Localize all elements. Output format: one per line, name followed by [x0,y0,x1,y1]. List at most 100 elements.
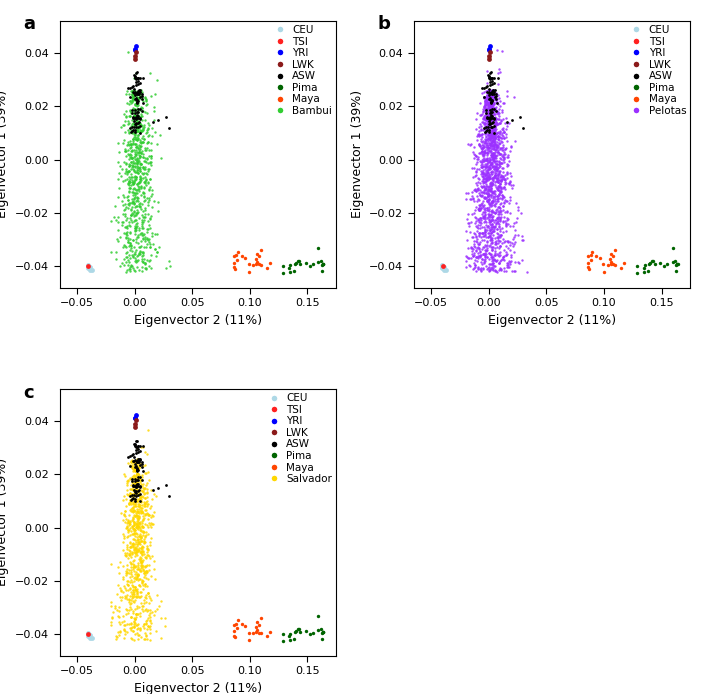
Point [486,185,497,196]
Point [248,628,259,639]
Point [486,205,498,217]
Point [484,181,495,192]
Point [134,461,145,472]
Point [133,489,144,500]
Point [493,171,504,182]
Point [128,457,139,468]
Point [487,135,498,146]
Point [125,523,136,534]
Point [125,163,137,174]
Point [125,564,137,575]
Point [486,103,498,115]
Point [484,119,496,130]
Point [474,205,485,216]
Point [135,598,147,609]
Point [136,560,147,571]
Point [486,90,498,101]
Point [130,611,142,623]
Point [126,450,137,461]
Point [492,144,503,155]
Point [127,576,138,587]
Point [120,203,131,214]
Point [140,508,151,519]
Point [146,500,157,511]
Point [475,266,486,277]
Point [488,262,499,273]
Point [484,117,495,128]
Point [486,140,498,151]
Point [128,626,139,637]
Point [120,146,131,157]
Point [132,196,143,207]
Point [130,455,141,466]
Point [494,251,505,262]
Point [486,199,498,210]
Point [130,534,141,545]
Point [144,502,156,514]
Point [137,515,148,526]
Point [473,128,484,139]
Point [132,129,144,140]
Point [316,265,327,276]
Point [485,183,496,194]
Point [138,441,149,452]
Point [132,441,143,452]
Point [479,99,491,110]
Point [120,143,131,154]
Point [129,440,140,451]
Point [489,164,500,175]
Point [482,124,493,135]
Point [479,94,491,105]
Point [142,136,154,147]
Point [470,150,482,161]
Point [486,110,498,121]
Point [489,127,500,138]
Point [503,149,514,160]
Point [137,486,149,497]
Point [135,177,146,188]
Point [510,217,522,228]
Point [475,118,486,129]
Point [489,208,500,219]
Point [497,192,508,203]
Point [483,104,494,115]
Point [141,448,152,459]
Point [139,468,151,479]
Point [492,73,503,84]
Point [132,447,143,458]
Point [480,249,491,260]
Point [482,124,493,135]
Point [240,253,251,264]
Point [130,119,142,130]
Point [486,221,497,232]
Point [132,546,144,557]
Point [503,118,515,129]
Point [469,229,480,240]
Point [127,159,138,170]
Point [138,120,149,131]
Point [125,86,137,97]
Point [130,220,141,231]
Point [498,152,509,163]
Point [130,544,142,555]
Point [126,539,137,550]
Point [473,138,484,149]
Point [510,198,522,209]
Point [125,566,136,577]
Point [476,208,487,219]
Point [485,262,496,273]
Point [139,496,150,507]
Point [130,608,142,619]
Point [494,213,505,224]
Point [136,94,147,105]
Point [137,210,148,221]
Point [128,541,139,552]
Point [117,574,128,585]
Point [475,264,486,275]
Point [483,108,494,119]
Point [479,241,490,252]
Point [129,586,140,598]
Point [124,136,135,147]
Point [485,146,496,157]
Point [483,110,494,121]
